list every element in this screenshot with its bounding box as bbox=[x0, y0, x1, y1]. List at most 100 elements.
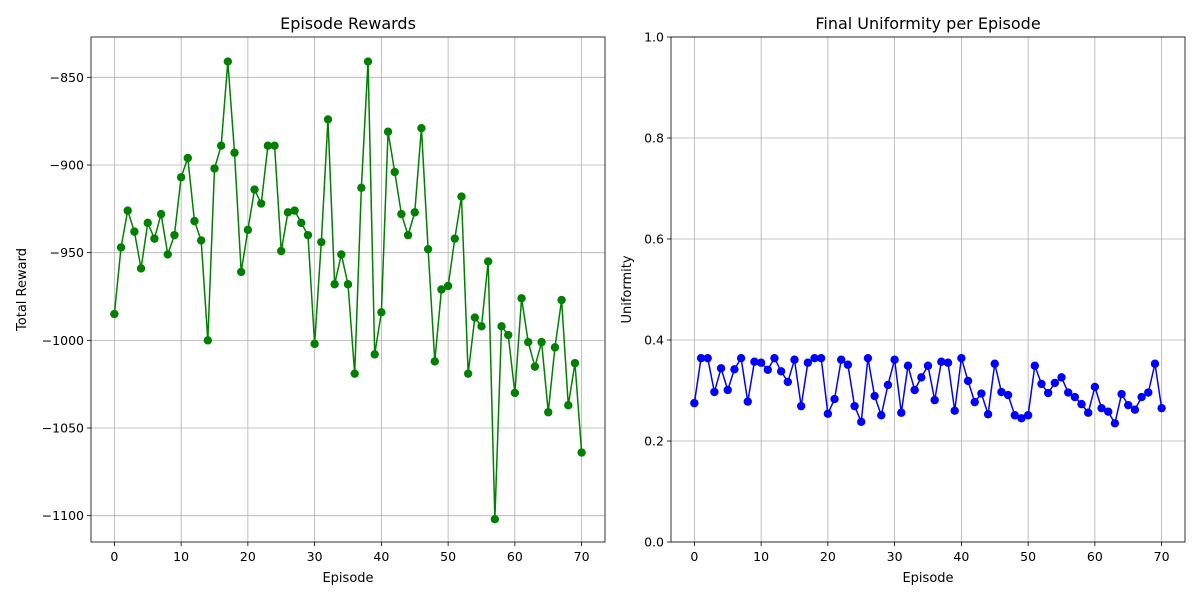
data-point bbox=[370, 350, 379, 359]
data-point bbox=[343, 280, 353, 289]
data-point bbox=[763, 365, 772, 374]
data-point bbox=[930, 395, 939, 405]
y-tick-label: 0.4 bbox=[644, 333, 664, 348]
y-tick-label: 0.8 bbox=[644, 131, 664, 146]
data-point bbox=[1157, 403, 1166, 413]
data-point bbox=[143, 218, 152, 228]
chart-title: Final Uniformity per Episode bbox=[815, 14, 1040, 33]
data-point bbox=[544, 408, 553, 417]
episode-rewards-chart: 0 10 20 30 40 50 60 70 −850 −900 −950 −1000 −1050 −11… bbox=[15, 14, 606, 586]
y-tick-label: 0.2 bbox=[644, 434, 664, 449]
axes-frame bbox=[90, 36, 606, 543]
x-axis-label: Episode bbox=[902, 571, 953, 586]
data-point bbox=[1090, 382, 1100, 392]
y-tick-label: −850 bbox=[50, 70, 84, 85]
data-point bbox=[557, 295, 566, 305]
data-point bbox=[750, 357, 759, 366]
data-point bbox=[943, 358, 953, 367]
data-point bbox=[210, 164, 219, 173]
data-point bbox=[290, 206, 299, 215]
data-point bbox=[977, 389, 986, 398]
x-tick-label: 60 bbox=[507, 549, 523, 564]
data-point bbox=[110, 309, 119, 319]
data-point bbox=[843, 360, 853, 369]
data-point bbox=[877, 411, 886, 420]
data-point bbox=[277, 246, 286, 256]
data-point bbox=[263, 141, 273, 150]
data-point bbox=[397, 209, 406, 219]
data-point bbox=[710, 387, 719, 397]
data-point bbox=[457, 192, 466, 201]
data-point bbox=[183, 153, 192, 163]
data-point bbox=[790, 355, 799, 364]
data-point bbox=[870, 391, 879, 401]
data-point bbox=[490, 515, 500, 524]
data-point bbox=[736, 353, 746, 363]
data-point bbox=[156, 209, 166, 219]
data-point bbox=[477, 322, 486, 331]
data-point bbox=[417, 123, 426, 133]
data-point bbox=[997, 387, 1006, 397]
data-point bbox=[530, 362, 540, 371]
data-point bbox=[1017, 414, 1026, 423]
data-point bbox=[883, 380, 893, 390]
data-point bbox=[524, 337, 533, 347]
data-point bbox=[363, 57, 373, 66]
data-point bbox=[1117, 389, 1126, 399]
data-point bbox=[1030, 361, 1040, 370]
data-point bbox=[450, 234, 460, 243]
data-point bbox=[537, 337, 546, 347]
data-point bbox=[403, 230, 413, 240]
data-point bbox=[377, 308, 386, 317]
data-point bbox=[910, 385, 919, 395]
data-point bbox=[890, 355, 899, 364]
y-axis-label: Total Reward bbox=[15, 248, 30, 332]
data-point bbox=[190, 216, 199, 226]
y-tick-label: 0.0 bbox=[644, 535, 664, 550]
data-point bbox=[236, 267, 246, 277]
x-tick-label: 20 bbox=[820, 549, 836, 564]
data-point bbox=[1037, 379, 1046, 389]
data-point bbox=[1023, 411, 1033, 420]
data-point bbox=[950, 406, 959, 415]
data-point bbox=[923, 361, 933, 370]
x-tick-label: 30 bbox=[307, 549, 323, 564]
data-point bbox=[243, 225, 253, 235]
data-point bbox=[703, 353, 712, 363]
data-point bbox=[850, 401, 859, 411]
x-tick-label: 50 bbox=[440, 549, 456, 564]
axes-frame bbox=[670, 36, 1186, 543]
data-point bbox=[756, 358, 766, 367]
data-point bbox=[176, 173, 186, 182]
data-point bbox=[303, 230, 313, 240]
data-point bbox=[497, 322, 506, 331]
data-point bbox=[803, 358, 813, 367]
x-tick-label: 10 bbox=[753, 549, 769, 564]
data-point bbox=[116, 243, 126, 252]
y-tick-label: −900 bbox=[50, 158, 84, 173]
data-point bbox=[816, 353, 826, 363]
data-point bbox=[1110, 419, 1120, 428]
data-point bbox=[1124, 400, 1133, 410]
x-tick-label: 60 bbox=[1087, 549, 1103, 564]
data-point bbox=[970, 397, 979, 407]
data-point bbox=[1070, 392, 1080, 402]
data-point bbox=[776, 367, 786, 376]
data-point bbox=[577, 448, 586, 457]
data-point bbox=[223, 57, 233, 66]
x-tick-label: 30 bbox=[887, 549, 903, 564]
data-point bbox=[810, 353, 819, 363]
data-point bbox=[383, 127, 393, 136]
data-point bbox=[716, 364, 726, 373]
x-tick-label: 40 bbox=[373, 549, 389, 564]
data-point bbox=[743, 397, 752, 406]
data-point bbox=[770, 353, 779, 363]
y-tick-label: 0.6 bbox=[644, 232, 664, 247]
data-point bbox=[270, 141, 279, 150]
data-point bbox=[163, 250, 172, 259]
data-point bbox=[903, 361, 913, 370]
data-point bbox=[130, 227, 139, 236]
data-point bbox=[823, 409, 833, 418]
data-point bbox=[463, 369, 473, 378]
data-point bbox=[1097, 403, 1106, 413]
